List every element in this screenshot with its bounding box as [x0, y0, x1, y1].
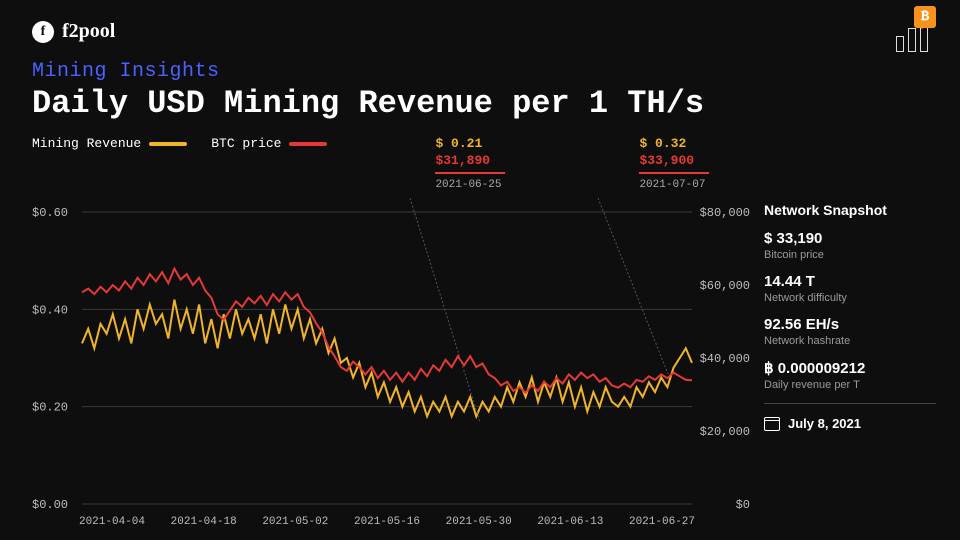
svg-text:2021-06-27: 2021-06-27: [629, 516, 695, 528]
legend-label: Mining Revenue: [32, 136, 141, 151]
svg-text:2021-05-30: 2021-05-30: [446, 516, 512, 528]
svg-text:$0: $0: [736, 498, 750, 512]
callout-underline: [639, 172, 709, 174]
snapshot-value: 92.56 EH/s: [764, 316, 936, 333]
callout-date: 2021-07-07: [639, 178, 705, 192]
snapshot-item: 14.44 T Network difficulty: [764, 273, 936, 304]
page-subtitle: Mining Insights: [32, 60, 928, 83]
svg-text:2021-05-16: 2021-05-16: [354, 516, 420, 528]
legend-item: Mining Revenue: [32, 136, 187, 151]
snapshot-item: ฿ 0.000009212 Daily revenue per T: [764, 359, 936, 391]
svg-text:2021-04-18: 2021-04-18: [171, 516, 237, 528]
legend-item: BTC price: [211, 136, 327, 151]
bitcoin-badge-icon: ₿: [914, 6, 936, 28]
chart-svg: $0.60 $0.40 $0.20 $0.00 $80,000 $60,000 $40,00…: [32, 198, 752, 528]
legend-label: BTC price: [211, 136, 281, 151]
svg-text:2021-05-02: 2021-05-02: [262, 516, 328, 528]
snapshot-value: ฿ 0.000009212: [764, 359, 936, 377]
svg-text:$0.40: $0.40: [32, 303, 68, 317]
brand-logo: f f2pool: [32, 20, 115, 43]
brand-logo-icon: f: [32, 21, 54, 43]
snapshot-value: 14.44 T: [764, 273, 936, 290]
snapshot-label: Daily revenue per T: [764, 379, 936, 391]
snapshot-item: 92.56 EH/s Network hashrate: [764, 316, 936, 347]
page-title: Daily USD Mining Revenue per 1 TH/s: [32, 85, 928, 122]
svg-text:$0.00: $0.00: [32, 498, 68, 512]
svg-text:$0.60: $0.60: [32, 206, 68, 220]
callout-revenue: $ 0.32: [639, 136, 686, 153]
svg-text:$60,000: $60,000: [700, 279, 750, 293]
svg-text:2021-06-13: 2021-06-13: [537, 516, 603, 528]
revenue-chart: $0.60 $0.40 $0.20 $0.00 $80,000 $60,000 $40,00…: [32, 198, 752, 528]
chart-callout: $ 0.32 $33,900 2021-07-07: [639, 136, 709, 192]
snapshot-label: Network hashrate: [764, 335, 936, 347]
svg-text:$80,000: $80,000: [700, 206, 750, 220]
snapshot-item: $ 33,190 Bitcoin price: [764, 230, 936, 261]
callout-date: 2021-06-25: [435, 178, 501, 192]
svg-text:2021-04-04: 2021-04-04: [79, 516, 145, 528]
callout-underline: [435, 172, 505, 174]
snapshot-date: July 8, 2021: [764, 416, 936, 431]
svg-text:$0.20: $0.20: [32, 401, 68, 415]
snapshot-label: Bitcoin price: [764, 249, 936, 261]
legend-swatch: [289, 142, 327, 146]
snapshot-value: $ 33,190: [764, 230, 936, 247]
callout-revenue: $ 0.21: [435, 136, 482, 153]
svg-text:$20,000: $20,000: [700, 425, 750, 439]
brand-name: f2pool: [62, 20, 115, 43]
snapshot-date-text: July 8, 2021: [788, 416, 861, 431]
calendar-icon: [764, 417, 780, 431]
network-snapshot-panel: Network Snapshot $ 33,190 Bitcoin price …: [764, 198, 936, 528]
svg-text:$40,000: $40,000: [700, 352, 750, 366]
header-bars-icon: ₿: [896, 20, 928, 52]
legend-swatch: [149, 142, 187, 146]
callout-price: $33,900: [639, 153, 694, 170]
snapshot-title: Network Snapshot: [764, 202, 936, 218]
callout-price: $31,890: [435, 153, 490, 170]
chart-callout: $ 0.21 $31,890 2021-06-25: [435, 136, 505, 192]
snapshot-divider: [764, 403, 936, 404]
snapshot-label: Network difficulty: [764, 292, 936, 304]
